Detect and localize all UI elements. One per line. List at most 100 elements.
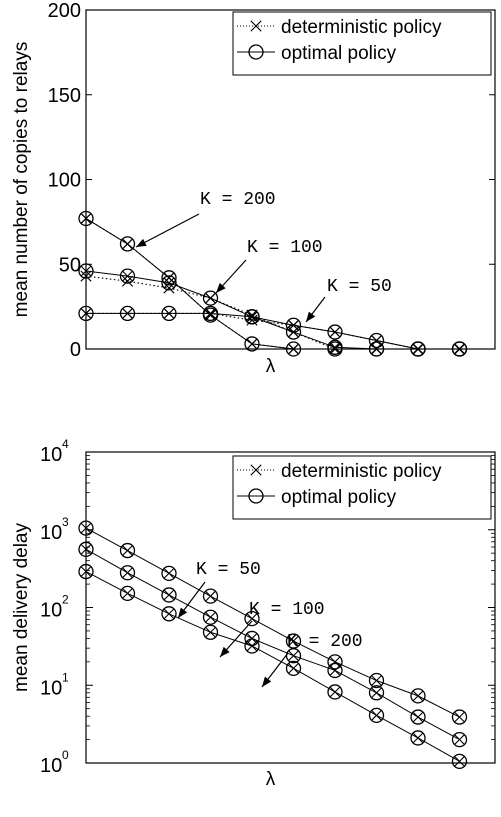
- bottom-series-0-point-8-x-b: [412, 690, 424, 702]
- bottom-ytick-exp-1: 1: [62, 670, 69, 684]
- top-series-3-point-0-circle: [78, 263, 94, 279]
- bottom-ytick-base-4: 10: [40, 444, 62, 466]
- bottom-series-2-point-5-circle: [285, 660, 302, 676]
- top-ytick-label-0: 0: [70, 339, 81, 361]
- top-legend-marker-optimal: [248, 44, 264, 60]
- bottom-series-1-point-6-circle: [327, 662, 343, 679]
- bottom-annotation-label-0: K = 50: [196, 560, 261, 580]
- bottom-annotation-label-1: K = 100: [249, 600, 325, 620]
- top-legend-marker-deterministic-x-b: [250, 20, 262, 32]
- bottom-series-line-1: [85, 548, 460, 741]
- bottom-legend-label-optimal: optimal policy: [281, 487, 397, 508]
- bottom-series-2-point-3-x-b: [204, 626, 217, 638]
- top-series-5-point-9-circle: [451, 341, 468, 357]
- bottom-annotation-arrow-1: [219, 620, 253, 658]
- top-series-2-point-0-x-b: [80, 270, 92, 282]
- top-series-3-point-6-circle: [327, 339, 343, 355]
- top-series-2: [80, 270, 466, 355]
- bottom-series-2-point-1-x-b: [121, 587, 134, 599]
- bottom-series-2-point-0-x-b: [80, 565, 92, 578]
- top-ytick-label-4: 200: [48, 0, 81, 22]
- top-series-3-point-3-x-b: [204, 292, 217, 304]
- top-y-axis-label: mean number of copies to relays: [11, 42, 32, 318]
- bottom-series-0-point-1-circle: [119, 542, 136, 559]
- top-annotation-label-0: K = 200: [200, 190, 276, 210]
- top-series-1-point-1-x-b: [121, 238, 134, 250]
- top-legend-box: [232, 11, 492, 76]
- top-series-3-point-1-circle: [119, 268, 136, 284]
- top-series-3-point-0-x-b: [80, 265, 92, 277]
- top-series-1-point-5-circle: [285, 341, 302, 357]
- top-series-1-point-1-circle: [119, 236, 136, 252]
- bottom-legend: deterministic policy optimal policy: [232, 455, 492, 520]
- top-series-1-point-0-circle: [78, 210, 94, 227]
- top-series-5-point-3-x-b: [204, 307, 217, 319]
- bottom-series-0-point-6-circle: [327, 654, 343, 670]
- top-series-2-point-4-x-b: [246, 309, 258, 321]
- bottom-legend-label-deterministic: deterministic policy: [281, 461, 442, 482]
- top-annotation-label-2: K = 50: [327, 277, 392, 297]
- bottom-series-2-point-3-circle: [202, 624, 219, 640]
- top-series-5-point-5-x-b: [287, 319, 300, 331]
- top-series-1-point-4-x-b: [246, 338, 258, 350]
- top-series-line-4: [86, 312, 460, 350]
- bottom-series-1-point-7-x-b: [370, 687, 383, 699]
- bottom-series-1: [78, 541, 468, 748]
- top-series-5: [78, 305, 468, 357]
- bottom-series-2-point-8-x-b: [412, 732, 424, 744]
- top-series-1-point-0-x-b: [80, 212, 92, 225]
- bottom-series-2-point-4-circle: [244, 638, 260, 654]
- bottom-series-2-point-0-circle: [78, 563, 94, 580]
- bottom-y-axis-label: mean delivery delay: [11, 523, 32, 692]
- top-series-line-3: [85, 270, 460, 350]
- bottom-series-1-point-9-circle: [451, 731, 468, 748]
- top-series-5-point-4-x-b: [246, 311, 258, 323]
- top-series-5-point-0-circle: [78, 305, 94, 322]
- bottom-ytick-base-3: 10: [40, 522, 62, 544]
- bottom-series-1-point-9-x-b: [453, 734, 466, 746]
- bottom-series-1-point-3-x-b: [204, 611, 217, 623]
- top-series-5-point-2-x-b: [163, 307, 175, 319]
- top-series-4: [80, 307, 466, 355]
- bottom-series-0-point-4-circle: [244, 610, 260, 627]
- top-annotation-arrow-0-head: [136, 238, 147, 247]
- top-x-axis-label: λ: [266, 356, 276, 377]
- bottom-series-2-point-6-x-b: [329, 686, 341, 698]
- bottom-series-0-point-7-circle: [368, 672, 385, 689]
- bottom-x-axis-label: λ: [266, 769, 276, 790]
- top-annotation-arrow-1: [215, 259, 247, 294]
- top-series-1-point-3-x-b: [204, 309, 217, 321]
- top-series-5-point-9-x-b: [453, 343, 466, 355]
- top-annotation-arrow-2-head: [306, 311, 316, 322]
- top-series-3-point-7-circle: [368, 341, 385, 357]
- top-series-5-point-1-x-b: [121, 307, 134, 319]
- top-series-1-point-5-x-b: [287, 343, 300, 355]
- bottom-series-2-point-1-circle: [119, 585, 136, 602]
- top-ytick-label-1: 50: [59, 254, 81, 276]
- top-series-5-point-0-x-b: [80, 307, 92, 319]
- bottom-series-2-point-9-x-b: [453, 755, 466, 767]
- top-legend-label-deterministic: deterministic policy: [281, 17, 442, 38]
- top-series-line-2: [85, 275, 460, 350]
- bottom-series-1-point-1-circle: [119, 565, 136, 581]
- bottom-ytick-exp-4: 4: [62, 437, 69, 451]
- bottom-series-1-point-5-x-b: [287, 650, 300, 662]
- bottom-series-0-point-7-x-b: [370, 674, 383, 687]
- top-annotation-arrow-0-line: [135, 213, 200, 248]
- top-series-5-point-6-circle: [327, 324, 343, 340]
- top-series-1-point-2-circle: [161, 270, 177, 286]
- bottom-series-2-point-2-circle: [161, 606, 177, 622]
- top-series-1-point-2-x-b: [163, 272, 175, 284]
- bottom-series-0-point-1-x-b: [121, 544, 134, 557]
- bottom-series-0-point-2-circle: [161, 565, 177, 581]
- top-series-1-point-4-circle: [244, 336, 260, 352]
- top-series-1: [78, 210, 468, 357]
- bottom-series-0-point-4-x-b: [246, 613, 258, 625]
- bottom-series-0-point-0-circle: [78, 520, 94, 536]
- top-series-3: [78, 263, 468, 357]
- bottom-series-line-2: [85, 571, 460, 762]
- top-series-4-point-4-x-b: [246, 314, 258, 326]
- top-series-5-point-4-circle: [244, 309, 260, 325]
- top-series-3-point-1-x-b: [121, 270, 134, 282]
